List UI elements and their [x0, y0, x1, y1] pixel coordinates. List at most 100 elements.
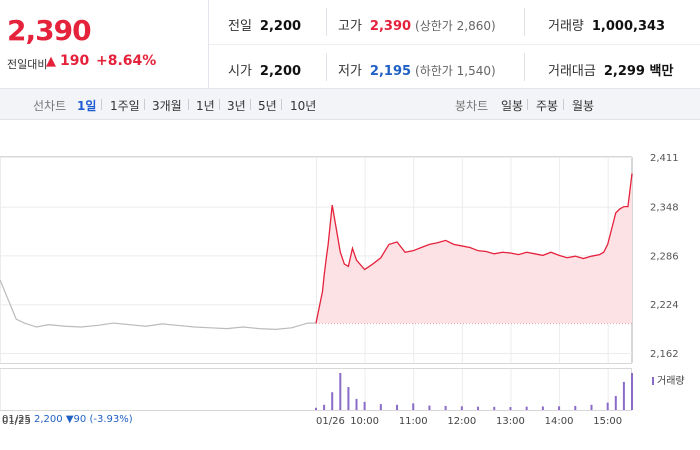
tab-1d[interactable]: 1일	[77, 99, 97, 113]
open-value: 2,200	[259, 64, 302, 79]
trade-value-value: 2,299 백만	[603, 64, 674, 79]
low-value: 2,195	[369, 64, 412, 79]
chart-period-tabs: 선차트 1일 1주일 3개월 1년 3년 5년 10년 봉차트 일봉 주봉 월봉	[0, 89, 700, 120]
volume-bar	[525, 406, 528, 410]
volume-legend: 거래량	[652, 372, 685, 387]
volume-label: 거래량	[548, 19, 584, 34]
tab-5y[interactable]: 5년	[258, 99, 277, 113]
volume-bar	[412, 403, 415, 410]
up-triangle-icon: ▲	[46, 54, 56, 69]
prev-day-price: 2,200	[34, 414, 63, 425]
volume-value: 1,000,343	[591, 19, 666, 34]
y-axis-labels: 2,411 2,348 2,286 2,224 2,162	[650, 153, 679, 360]
upper-limit: (상한가 2,860)	[415, 19, 496, 33]
tab-3m[interactable]: 3개월	[152, 99, 182, 113]
x-tick-label: 12:00	[447, 416, 476, 427]
volume-bar	[428, 405, 431, 410]
volume-bar	[493, 406, 496, 410]
volume-bar	[460, 406, 463, 410]
col-divider	[326, 8, 327, 36]
tab-weekly[interactable]: 주봉	[536, 99, 559, 113]
low-cell: 저가 2,195 (하한가 1,540)	[338, 60, 496, 79]
tab-divider	[250, 99, 251, 110]
y-tick-label: 2,224	[650, 300, 679, 311]
prev-day-rate: (-3.93%)	[89, 414, 133, 425]
volume-bar	[541, 406, 544, 410]
col-divider	[524, 53, 525, 81]
volume-bar	[590, 404, 593, 410]
volume-bar	[477, 406, 480, 410]
open-cell: 시가 2,200	[228, 60, 301, 79]
open-label: 시가	[228, 64, 252, 79]
volume-bars	[315, 373, 633, 410]
current-price: 2,390	[7, 14, 92, 47]
volume-bar	[379, 404, 382, 410]
prev-day-date: 01/25	[2, 414, 31, 425]
tab-divider	[281, 99, 282, 110]
tab-1y[interactable]: 1년	[196, 99, 215, 113]
price-chart[interactable]: 2,411 2,348 2,286 2,224 2,162 01/25 01/26 10:0…	[0, 120, 700, 450]
high-label: 고가	[338, 19, 362, 34]
volume-legend-label: 거래량	[657, 376, 685, 387]
tab-divider	[527, 99, 528, 110]
trade-value-label: 거래대금	[548, 64, 596, 79]
today-area-fill	[316, 173, 632, 324]
y-tick-label: 2,348	[650, 203, 679, 214]
prev-close-value: 2,200	[259, 19, 302, 34]
volume-bar	[347, 387, 350, 410]
price-panel: 2,390 전일대비 ▲ 190 +8.64%	[0, 0, 209, 88]
change-rate: +8.64%	[96, 53, 157, 69]
prev-day-change: ▼90	[65, 414, 87, 425]
tab-10y[interactable]: 10년	[290, 99, 317, 113]
volume-bar	[614, 395, 617, 410]
volume-bar	[396, 404, 399, 410]
volume-cell: 거래량 1,000,343	[548, 15, 665, 34]
x-tick-label: 14:00	[545, 416, 574, 427]
x-axis-labels: 01/25 01/26 10:00 11:00 12:00 13:00 14:00 15:00	[2, 416, 622, 427]
tab-3y[interactable]: 3년	[227, 99, 246, 113]
lower-limit: (하한가 1,540)	[415, 64, 496, 78]
volume-bar	[509, 407, 512, 410]
tab-1w[interactable]: 1주일	[110, 99, 140, 113]
high-value: 2,390	[369, 19, 412, 34]
tab-divider	[219, 99, 220, 110]
volume-bar	[558, 406, 561, 410]
y-tick-label: 2,286	[650, 251, 679, 262]
price-change: 190	[60, 53, 90, 69]
volume-bar	[631, 373, 633, 410]
volume-bar	[339, 373, 342, 410]
row-divider	[209, 44, 700, 45]
x-tick-label: 10:00	[350, 416, 379, 427]
y-tick-label: 2,411	[650, 153, 679, 164]
x-tick-label: 01/26	[316, 416, 345, 427]
tab-divider	[563, 99, 564, 110]
volume-bar	[315, 407, 317, 410]
volume-bar	[331, 392, 334, 410]
volume-bar	[323, 404, 326, 410]
volume-bar	[363, 401, 366, 410]
tab-monthly[interactable]: 월봉	[572, 99, 595, 113]
x-tick-label: 15:00	[593, 416, 622, 427]
volume-bar	[574, 405, 577, 410]
quote-header: 2,390 전일대비 ▲ 190 +8.64% 전일 2,200 시가 2,200 …	[0, 0, 700, 89]
tab-daily[interactable]: 일봉	[501, 99, 524, 113]
line-chart-label: 선차트	[33, 99, 67, 113]
y-tick-label: 2,162	[650, 349, 679, 360]
prev-close-cell: 전일 2,200	[228, 15, 301, 34]
col-divider	[326, 53, 327, 81]
trade-value-cell: 거래대금 2,299 백만	[548, 60, 673, 79]
x-tick-label: 13:00	[496, 416, 525, 427]
tab-divider	[188, 99, 189, 110]
x-tick-label: 11:00	[399, 416, 428, 427]
high-cell: 고가 2,390 (상한가 2,860)	[338, 15, 496, 34]
low-label: 저가	[338, 64, 362, 79]
change-label: 전일대비	[7, 58, 48, 71]
volume-bar	[444, 405, 447, 410]
today-price-line	[315, 173, 633, 324]
volume-legend-swatch	[652, 377, 654, 385]
volume-bar	[355, 398, 358, 410]
tab-divider	[101, 99, 102, 110]
prev-day-summary: 01/25 2,200 ▼90 (-3.93%)	[2, 414, 133, 425]
volume-bar	[622, 381, 625, 410]
candle-chart-label: 봉차트	[455, 99, 489, 113]
